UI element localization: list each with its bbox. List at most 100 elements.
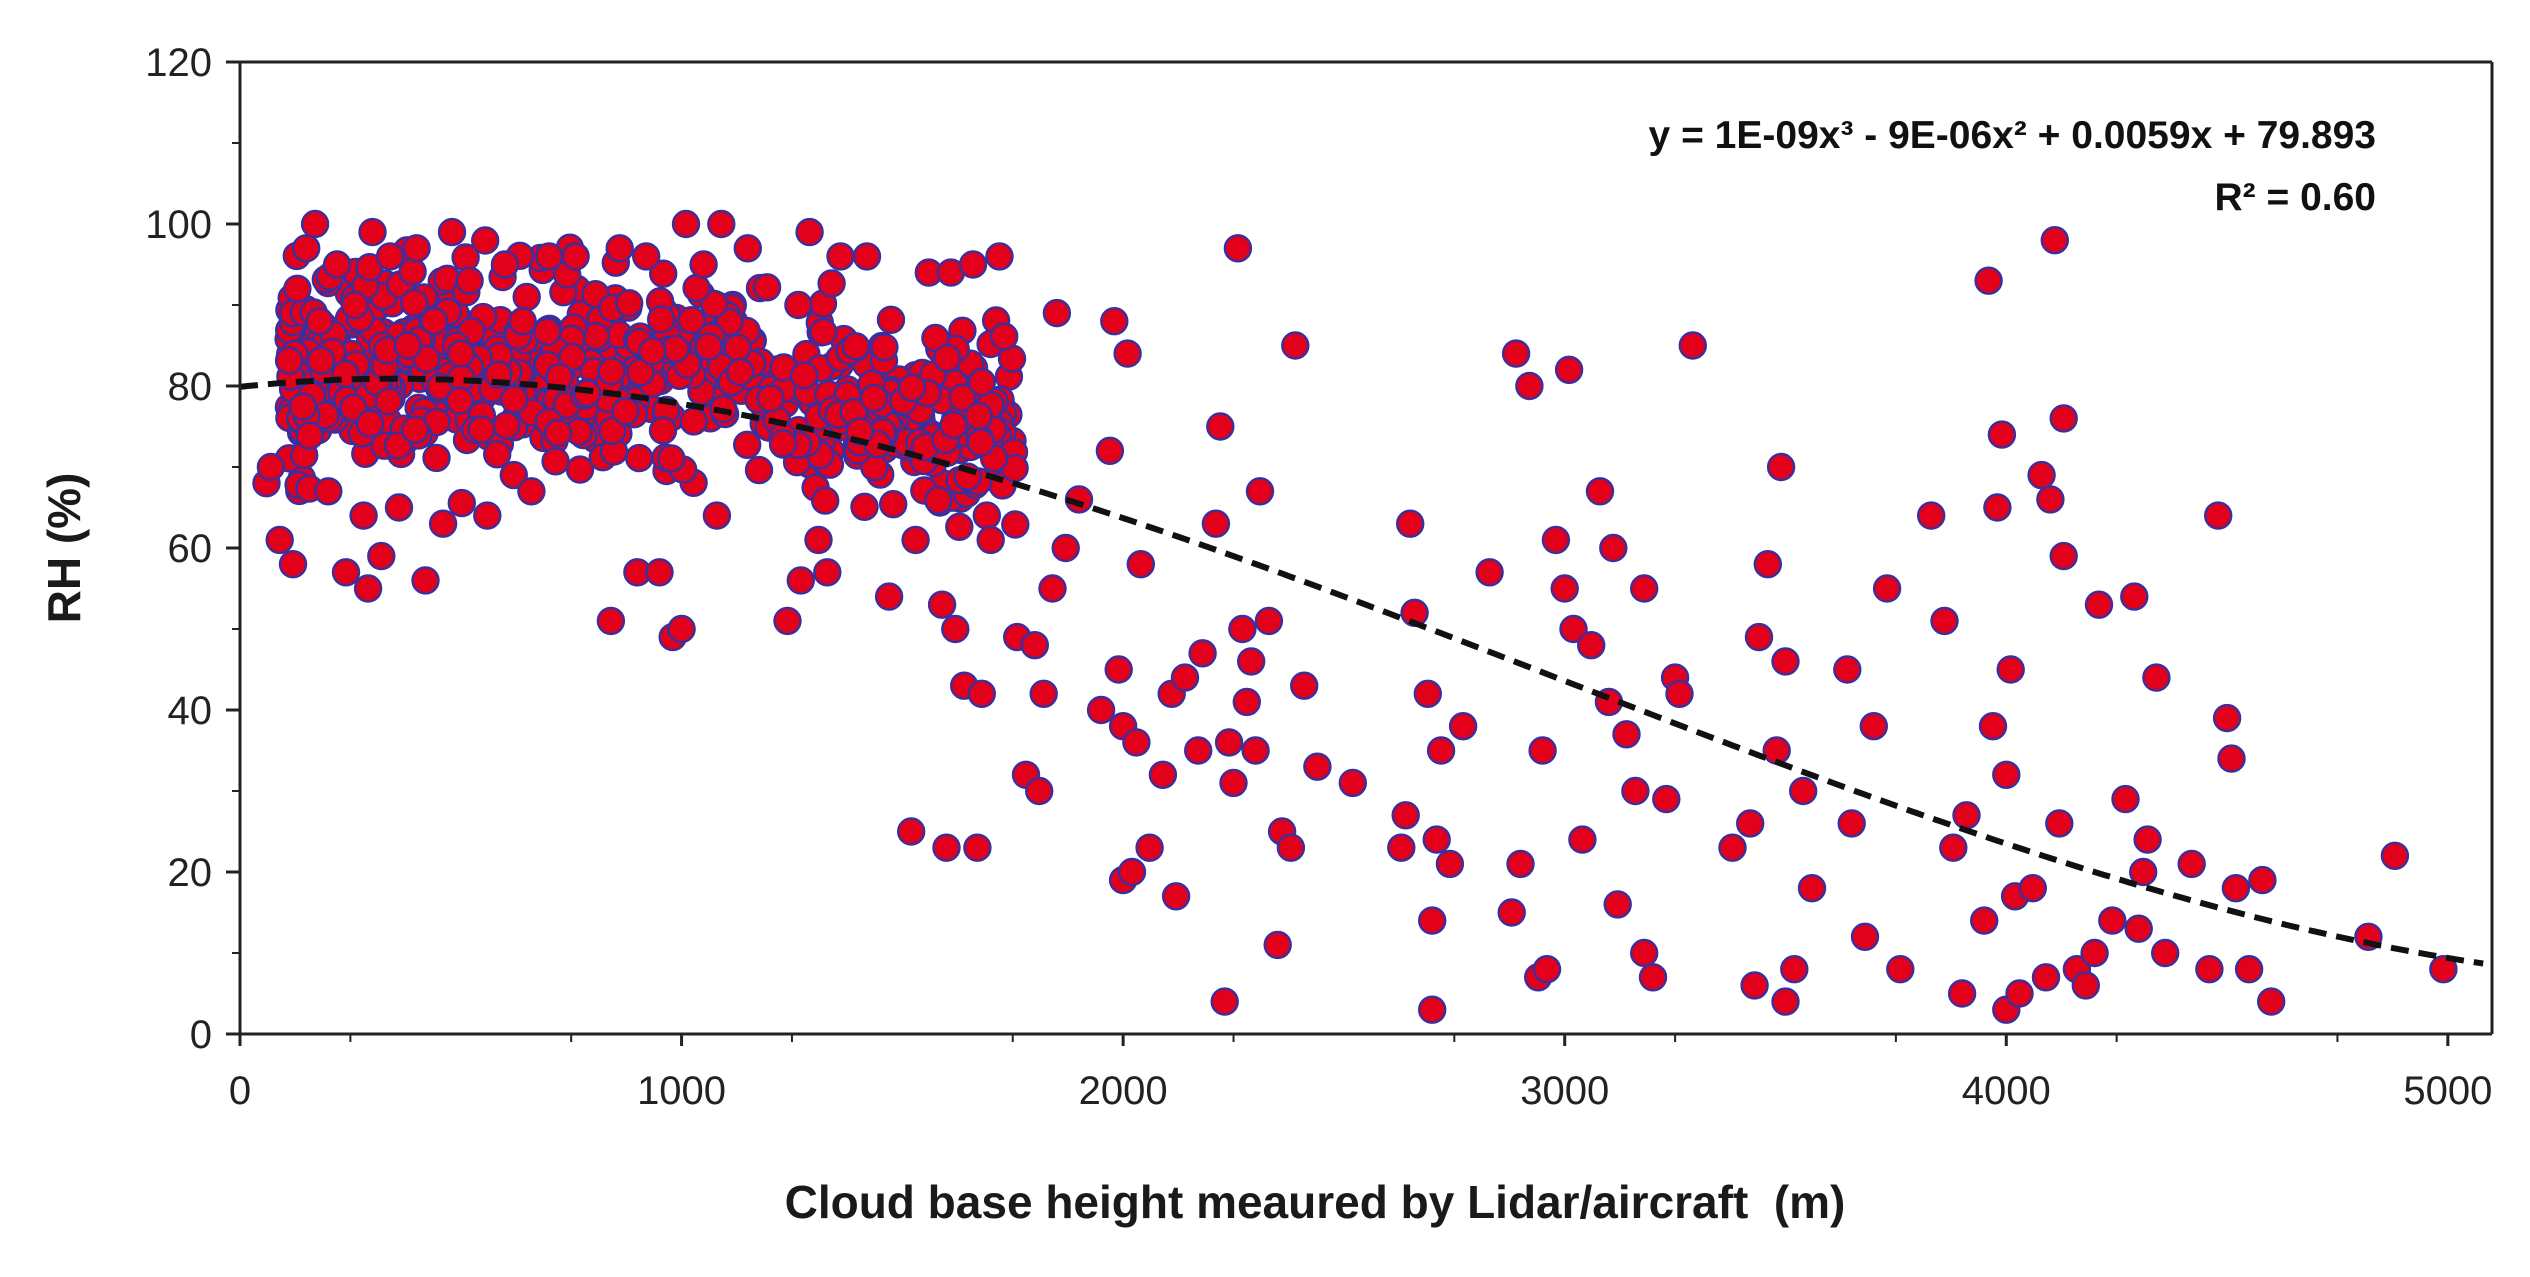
data-point (402, 234, 431, 263)
data-point (661, 334, 690, 363)
data-point (1206, 412, 1235, 441)
data-point (702, 501, 732, 530)
data-point (1797, 874, 1827, 903)
data-point (850, 492, 879, 521)
data-point (2133, 825, 2162, 854)
data-point (1585, 477, 1615, 506)
data-point (1117, 857, 1147, 887)
data-point (2031, 963, 2061, 992)
data-point (2049, 404, 2078, 433)
data-point (1435, 849, 1465, 879)
data-point (647, 305, 676, 334)
data-point (490, 250, 520, 279)
data-point (1541, 525, 1571, 555)
data-point (1417, 906, 1447, 935)
x-tick-label: 4000 (1962, 1069, 2051, 1113)
data-point (1219, 768, 1248, 798)
data-point (1001, 510, 1030, 539)
data-point (1387, 833, 1416, 862)
data-point (1042, 298, 1072, 328)
data-point (1095, 436, 1125, 465)
x-tick-label: 5000 (2403, 1069, 2492, 1113)
data-point (2045, 809, 2074, 838)
data-point (512, 282, 541, 312)
data-point (471, 226, 500, 255)
data-point (605, 234, 634, 263)
data-point (826, 242, 855, 271)
data-point (648, 416, 678, 445)
data-point (1475, 558, 1504, 587)
data-point (1744, 622, 1774, 652)
data-point (1576, 631, 1606, 660)
data-point (1718, 833, 1747, 862)
data-point (2256, 987, 2286, 1016)
data-point (2084, 590, 2114, 619)
data-point (1051, 533, 1080, 563)
data-point (1833, 655, 1862, 684)
data-point (958, 250, 988, 279)
data-point (384, 493, 414, 522)
data-point (292, 234, 321, 263)
data-point (541, 447, 570, 476)
data-point (1629, 574, 1659, 603)
data-point (1135, 833, 1164, 862)
data-point (939, 411, 968, 440)
data-point (1978, 712, 2008, 741)
data-point (852, 242, 882, 271)
data-point (306, 346, 336, 375)
y-tick-label: 20 (168, 851, 213, 895)
data-point (2040, 225, 2070, 255)
data-point (1886, 955, 1915, 984)
data-point (455, 266, 484, 295)
data-point (597, 357, 626, 386)
data-point (2036, 485, 2065, 514)
data-point (331, 558, 361, 587)
y-axis-title: RH (%) (38, 473, 90, 624)
r-squared-label: R² = 0.60 (2214, 176, 2376, 219)
data-point (256, 452, 286, 482)
data-point (2098, 906, 2127, 935)
data-point (1426, 736, 1456, 765)
data-point (744, 455, 774, 485)
data-point (1188, 639, 1217, 668)
data-point (1554, 355, 1584, 384)
data-point (1024, 776, 1054, 806)
data-point (400, 288, 429, 317)
data-point (358, 217, 387, 247)
data-point (870, 333, 899, 362)
data-point (1987, 420, 2017, 449)
data-point (500, 385, 529, 414)
data-point (985, 242, 1014, 271)
data-point (817, 269, 846, 298)
data-point (2203, 501, 2233, 530)
data-point (615, 289, 644, 318)
data-point (1939, 833, 1968, 862)
data-point (1236, 647, 1266, 676)
data-point (2380, 841, 2410, 870)
data-point (1122, 728, 1151, 757)
data-point (2429, 955, 2458, 984)
data-point (804, 525, 833, 555)
data-point (1281, 331, 1310, 360)
data-point (927, 590, 957, 619)
data-point (278, 550, 308, 579)
data-point (375, 242, 405, 271)
data-point (811, 486, 840, 515)
data-point (897, 817, 926, 846)
data-point (795, 217, 824, 247)
data-point (437, 217, 467, 247)
data-point (1930, 606, 1959, 636)
data-point (1501, 339, 1531, 368)
data-point (561, 242, 590, 271)
data-point (1448, 712, 1478, 741)
data-point (1417, 995, 1447, 1024)
data-point (422, 443, 451, 473)
data-point (367, 541, 396, 571)
data-point (398, 257, 427, 286)
data-point (1837, 809, 1866, 838)
x-axis-title: Cloud base height meaured by Lidar/aircr… (785, 1176, 1846, 1228)
data-point (1263, 930, 1292, 960)
data-point (1223, 234, 1253, 263)
data-point (1916, 501, 1946, 530)
data-point (1422, 825, 1451, 854)
